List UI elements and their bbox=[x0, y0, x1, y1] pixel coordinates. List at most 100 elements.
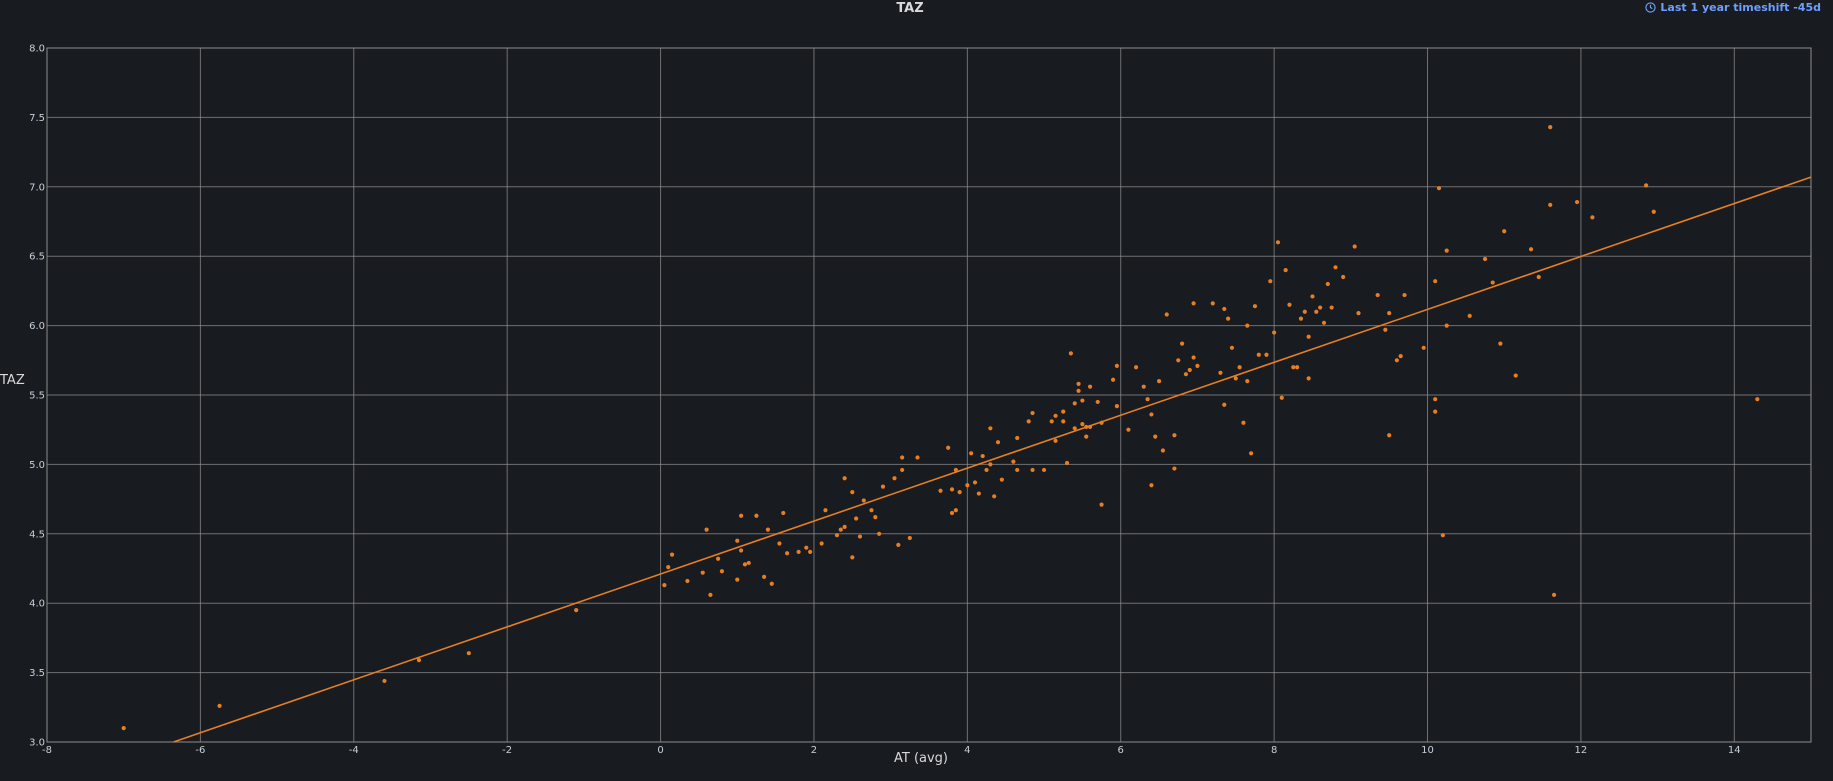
data-point bbox=[1272, 330, 1277, 335]
data-point bbox=[946, 445, 951, 450]
data-point bbox=[995, 440, 1001, 445]
x-tick-label: 0 bbox=[657, 745, 663, 756]
data-point bbox=[1287, 302, 1292, 307]
data-point bbox=[1482, 256, 1488, 262]
x-tick-label: 12 bbox=[1575, 745, 1588, 756]
data-point bbox=[1179, 341, 1185, 346]
y-tick-label: 6.0 bbox=[29, 321, 45, 332]
data-point bbox=[1030, 467, 1035, 473]
data-point bbox=[1080, 422, 1085, 427]
data-point bbox=[1387, 433, 1392, 438]
data-point bbox=[999, 477, 1004, 482]
data-point bbox=[1402, 292, 1407, 298]
data-point bbox=[1245, 323, 1250, 328]
data-point bbox=[969, 451, 974, 456]
data-point bbox=[746, 560, 751, 566]
data-point bbox=[1548, 202, 1553, 207]
data-point bbox=[1053, 438, 1058, 443]
data-point bbox=[1110, 377, 1116, 382]
data-point bbox=[1099, 420, 1104, 425]
x-tick-label: 10 bbox=[1421, 745, 1434, 756]
data-point bbox=[1241, 420, 1246, 425]
data-point bbox=[1590, 215, 1595, 220]
data-point bbox=[781, 510, 786, 516]
data-point bbox=[1072, 426, 1077, 431]
data-point bbox=[1444, 248, 1449, 253]
data-point bbox=[1252, 304, 1258, 309]
data-point bbox=[838, 527, 843, 532]
data-point bbox=[1099, 502, 1104, 507]
data-point bbox=[1394, 358, 1399, 363]
data-point bbox=[217, 703, 222, 709]
y-tick-label: 6.5 bbox=[29, 252, 45, 263]
data-point bbox=[1421, 345, 1426, 350]
data-point bbox=[915, 455, 920, 460]
data-point bbox=[1490, 280, 1495, 285]
data-point bbox=[1156, 379, 1162, 384]
data-point bbox=[738, 548, 744, 553]
data-point bbox=[1153, 434, 1158, 439]
data-point bbox=[1176, 358, 1181, 363]
data-point bbox=[1314, 309, 1319, 314]
data-point bbox=[842, 524, 847, 529]
data-point bbox=[819, 541, 824, 546]
data-point bbox=[1536, 274, 1541, 280]
data-point bbox=[1306, 376, 1311, 381]
data-point bbox=[988, 426, 993, 431]
data-point bbox=[1011, 459, 1016, 464]
data-point bbox=[662, 583, 667, 588]
data-point bbox=[1141, 384, 1146, 389]
data-point bbox=[666, 565, 671, 570]
data-point bbox=[1433, 279, 1438, 284]
data-point bbox=[1291, 365, 1296, 370]
x-tick-label: 2 bbox=[811, 745, 817, 756]
data-point bbox=[1341, 274, 1346, 280]
data-point bbox=[861, 498, 866, 503]
data-point bbox=[896, 542, 901, 548]
y-tick-label: 8.0 bbox=[29, 44, 45, 55]
data-point bbox=[1325, 281, 1330, 287]
data-point bbox=[854, 516, 859, 521]
data-point bbox=[1302, 309, 1307, 314]
data-point bbox=[1321, 320, 1327, 325]
data-point bbox=[1444, 323, 1449, 328]
data-point bbox=[1114, 363, 1120, 368]
data-point bbox=[735, 538, 740, 543]
data-point bbox=[1275, 240, 1281, 245]
y-tick-label: 5.0 bbox=[29, 460, 45, 471]
y-tick-label: 7.0 bbox=[29, 182, 45, 193]
data-point bbox=[1061, 419, 1066, 424]
data-point bbox=[1222, 402, 1227, 407]
data-point bbox=[1218, 370, 1223, 375]
data-point bbox=[984, 467, 989, 473]
data-point bbox=[754, 513, 759, 518]
data-point bbox=[1191, 355, 1196, 360]
data-point bbox=[1030, 410, 1035, 416]
data-point bbox=[1053, 413, 1058, 418]
data-point bbox=[980, 453, 985, 459]
data-point bbox=[121, 726, 126, 731]
data-point bbox=[700, 570, 705, 575]
data-point bbox=[1068, 351, 1073, 356]
x-tick-label: 8 bbox=[1271, 745, 1277, 756]
y-tick-label: 3.0 bbox=[29, 738, 45, 749]
timeshift-indicator[interactable]: Last 1 year timeshift -45d bbox=[1645, 1, 1821, 14]
data-point bbox=[1191, 301, 1196, 306]
data-point bbox=[953, 508, 958, 513]
y-tick-label: 4.5 bbox=[29, 529, 45, 540]
data-point bbox=[1467, 313, 1472, 318]
x-tick-label: -6 bbox=[195, 745, 205, 756]
data-point bbox=[1076, 381, 1081, 386]
timeshift-label: Last 1 year timeshift -45d bbox=[1660, 1, 1821, 14]
data-point bbox=[1195, 363, 1200, 368]
data-point bbox=[1333, 265, 1338, 270]
data-point bbox=[808, 549, 813, 554]
x-tick-label: 4 bbox=[964, 745, 970, 756]
data-point bbox=[416, 658, 422, 663]
data-point bbox=[834, 533, 840, 538]
data-point bbox=[1383, 327, 1388, 332]
data-point bbox=[938, 488, 943, 493]
data-point bbox=[1145, 397, 1150, 402]
y-tick-label: 4.0 bbox=[29, 599, 45, 610]
